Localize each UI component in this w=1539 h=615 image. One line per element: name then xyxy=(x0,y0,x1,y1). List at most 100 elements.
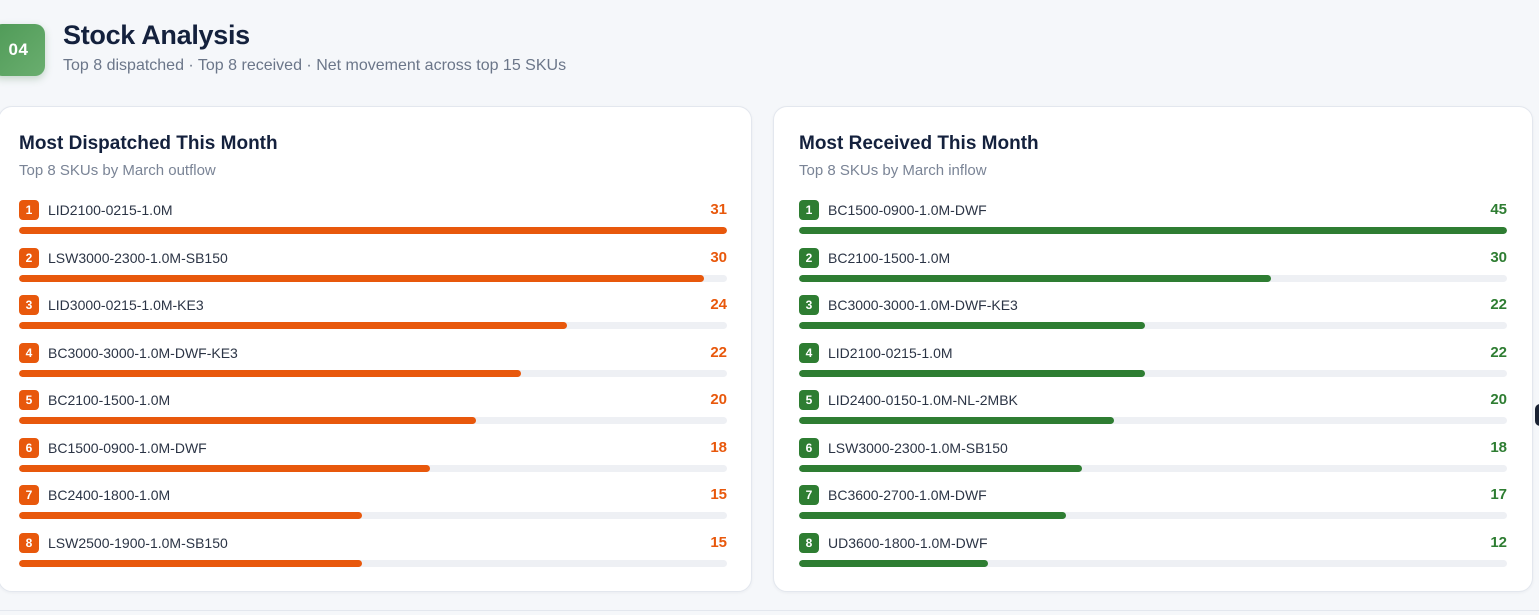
quantity-value: 30 xyxy=(1490,248,1507,266)
quantity-value: 20 xyxy=(710,391,727,408)
card-subtitle: Top 8 SKUs by March outflow xyxy=(19,162,216,179)
progress-track xyxy=(799,417,1507,424)
quantity-value: 15 xyxy=(710,533,727,551)
quantity-value: 18 xyxy=(710,438,727,456)
sku-label: BC2100-1500-1.0M xyxy=(828,249,951,266)
section-number-badge: 04 xyxy=(0,24,45,76)
progress-track xyxy=(799,512,1507,519)
progress-bar-fill xyxy=(799,559,988,567)
sku-label: BC3000-3000-1.0M-DWF-KE3 xyxy=(48,344,238,361)
progress-track xyxy=(799,369,1507,377)
progress-track xyxy=(19,512,727,519)
list-item: 3 BC3000-3000-1.0M-DWF-KE3 22 xyxy=(799,295,1507,343)
quantity-value: 30 xyxy=(710,248,727,266)
sku-label: BC2400-1800-1.0M xyxy=(48,487,171,503)
list-item: 7 BC3600-2700-1.0M-DWF 17 xyxy=(799,485,1507,533)
card-subtitle: Top 8 SKUs by March inflow xyxy=(799,162,987,179)
quantity-value: 12 xyxy=(1490,533,1507,551)
list-item: 5 LID2400-0150-1.0M-NL-2MBK 20 xyxy=(799,390,1507,438)
sku-label: UD3600-1800-1.0M-DWF xyxy=(828,534,988,551)
list-item: 6 LSW3000-2300-1.0M-SB150 18 xyxy=(799,437,1507,486)
list-item: 2 BC2100-1500-1.0M 30 xyxy=(799,247,1507,296)
card-title: Most Dispatched This Month xyxy=(19,133,278,154)
list-item: 4 LID2100-0215-1.0M 22 xyxy=(799,342,1507,391)
rank-badge: 8 xyxy=(799,532,819,553)
sku-label: BC1500-0900-1.0M-DWF xyxy=(828,202,987,218)
list-item: 7 BC2400-1800-1.0M 15 xyxy=(19,485,727,533)
progress-track xyxy=(19,322,727,329)
list-item: 1 BC1500-0900-1.0M-DWF 45 xyxy=(799,200,1507,248)
progress-bar-fill xyxy=(799,369,1146,377)
progress-track xyxy=(799,322,1507,329)
quantity-value: 15 xyxy=(710,486,727,503)
section-divider xyxy=(0,610,1539,611)
list-item: 2 LSW3000-2300-1.0M-SB150 30 xyxy=(19,247,727,296)
sku-label: BC1500-0900-1.0M-DWF xyxy=(48,439,207,456)
list-item: 1 LID2100-0215-1.0M 31 xyxy=(19,200,727,248)
rank-badge: 6 xyxy=(799,437,819,458)
most-dispatched-card: Most Dispatched This Month Top 8 SKUs by… xyxy=(0,106,752,592)
list-item: 5 BC2100-1500-1.0M 20 xyxy=(19,390,727,438)
section-title: Stock Analysis xyxy=(63,20,250,50)
list-item: 8 UD3600-1800-1.0M-DWF 12 xyxy=(799,532,1507,581)
list-item: 6 BC1500-0900-1.0M-DWF 18 xyxy=(19,437,727,486)
rank-badge: 1 xyxy=(19,200,39,220)
progress-track xyxy=(19,274,727,282)
quantity-value: 31 xyxy=(710,201,727,218)
progress-track xyxy=(19,369,727,377)
dispatched-list: 1 LID2100-0215-1.0M 31 2 LSW3000-2300-1.0M-S… xyxy=(19,200,727,580)
most-received-card: Most Received This Month Top 8 SKUs by M… xyxy=(773,106,1533,592)
sku-label: LSW3000-2300-1.0M-SB150 xyxy=(828,439,1008,456)
card-title: Most Received This Month xyxy=(799,133,1039,154)
progress-bar-fill xyxy=(19,417,476,424)
rank-badge: 6 xyxy=(19,437,39,458)
progress-track xyxy=(19,559,727,567)
list-item: 8 LSW2500-1900-1.0M-SB150 15 xyxy=(19,532,727,581)
sku-label: LSW2500-1900-1.0M-SB150 xyxy=(48,534,228,551)
progress-track xyxy=(19,464,727,472)
quantity-value: 18 xyxy=(1490,438,1507,456)
rank-badge: 1 xyxy=(799,200,819,220)
quantity-value: 45 xyxy=(1490,201,1507,218)
rank-badge: 4 xyxy=(799,342,819,363)
progress-bar-fill xyxy=(799,274,1271,282)
sku-label: LID2400-0150-1.0M-NL-2MBK xyxy=(828,392,1018,408)
progress-bar-fill xyxy=(19,322,568,329)
progress-bar-fill xyxy=(799,512,1067,519)
quantity-value: 22 xyxy=(1490,343,1507,361)
sku-label: BC2100-1500-1.0M xyxy=(48,392,171,408)
progress-bar-fill xyxy=(19,464,431,472)
rank-badge: 5 xyxy=(799,390,819,410)
section-subtitle: Top 8 dispatched · Top 8 received · Net … xyxy=(63,57,567,74)
rank-badge: 5 xyxy=(19,390,39,410)
list-item: 3 LID3000-0215-1.0M-KE3 24 xyxy=(19,295,727,343)
progress-bar-fill xyxy=(799,417,1114,424)
quantity-value: 20 xyxy=(1490,391,1507,408)
rank-badge: 7 xyxy=(799,485,819,505)
progress-bar-fill xyxy=(19,227,727,234)
progress-bar-fill xyxy=(799,227,1507,234)
progress-bar-fill xyxy=(799,464,1083,472)
scroll-handle[interactable] xyxy=(1535,404,1539,426)
progress-bar-fill xyxy=(799,322,1146,329)
rank-badge: 3 xyxy=(799,295,819,315)
rank-badge: 7 xyxy=(19,485,39,505)
progress-bar-fill xyxy=(19,512,362,519)
sku-label: BC3600-2700-1.0M-DWF xyxy=(828,487,987,503)
rank-badge: 4 xyxy=(19,342,39,363)
quantity-value: 24 xyxy=(710,296,727,313)
progress-bar-fill xyxy=(19,274,705,282)
progress-track xyxy=(19,227,727,234)
rank-badge: 2 xyxy=(799,247,819,268)
quantity-value: 22 xyxy=(710,343,727,361)
received-list: 1 BC1500-0900-1.0M-DWF 45 2 BC2100-1500-1.0M… xyxy=(799,200,1507,580)
progress-track xyxy=(799,464,1507,472)
sku-label: LID2100-0215-1.0M xyxy=(48,202,173,218)
progress-track xyxy=(799,274,1507,282)
progress-bar-fill xyxy=(19,369,522,377)
sku-label: LID3000-0215-1.0M-KE3 xyxy=(48,297,204,313)
quantity-value: 22 xyxy=(1490,296,1507,313)
progress-track xyxy=(799,559,1507,567)
quantity-value: 17 xyxy=(1490,486,1507,503)
sku-label: LID2100-0215-1.0M xyxy=(828,344,953,361)
